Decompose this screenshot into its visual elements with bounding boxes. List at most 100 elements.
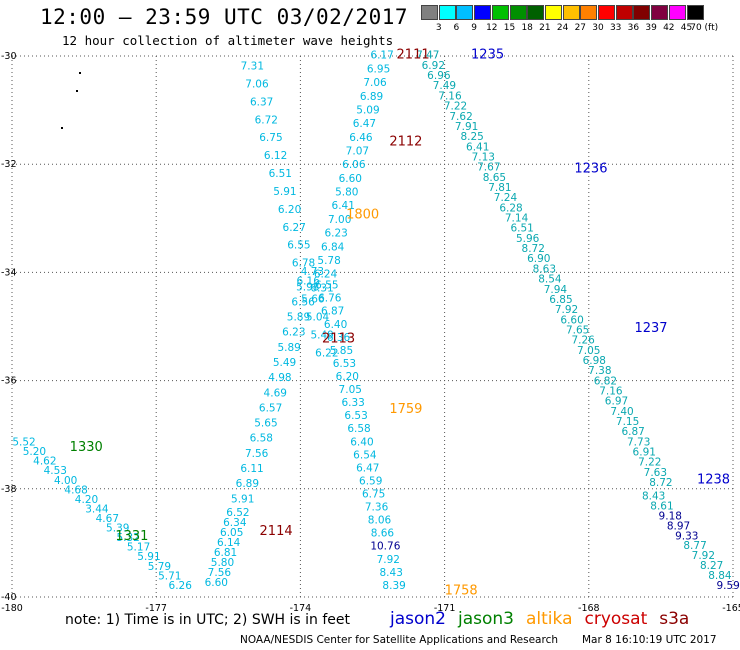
swh-value-label: 5.89 [287, 312, 310, 324]
swh-value-label: 6.46 [349, 132, 373, 144]
swh-value-label: 5.91 [137, 551, 160, 563]
page-subtitle: 12 hour collection of altimeter wave hei… [62, 33, 394, 48]
colorbar-label: 42 [663, 23, 675, 33]
swh-value-label: 6.81 [214, 547, 237, 559]
swh-value-label: 6.20 [278, 204, 301, 216]
swh-value-label: 8.63 [533, 263, 556, 275]
swh-value-label: 7.56 [245, 448, 269, 460]
swh-value-label: 6.89 [236, 478, 259, 490]
swh-value-label: 6.20 [336, 371, 359, 383]
swh-value-label: 4.62 [33, 456, 56, 468]
swh-value-label: 7.92 [555, 304, 578, 316]
colorbar-swatch [438, 5, 456, 20]
colorbar-label: 9 [471, 23, 477, 33]
swh-value-label: 8.97 [667, 520, 690, 532]
pass-time-label: 2114 [260, 524, 293, 539]
swh-value-label: 6.41 [332, 200, 355, 212]
page-title: 12:00 – 23:59 UTC 03/02/2017 [40, 5, 409, 29]
swh-value-label: 7.49 [433, 80, 456, 92]
swh-value-label: 9.33 [675, 530, 698, 542]
swh-value-label: 6.06 [342, 159, 366, 171]
swh-value-label: 6.47 [356, 462, 379, 474]
swh-value-label: 6.53 [344, 410, 367, 422]
swh-value-label: 8.06 [368, 515, 392, 527]
swh-value-label: 6.53 [333, 358, 356, 370]
swh-value-label: 5.91 [231, 493, 254, 505]
swh-value-label: 7.36 [365, 502, 389, 514]
swh-value-label: 6.87 [321, 306, 344, 318]
pass-time-label: 2112 [389, 134, 422, 149]
colorbar-label: 3 [435, 23, 442, 33]
swh-value-label: 4.68 [64, 484, 87, 496]
legend-entry-jason2: jason2 [390, 609, 446, 629]
lat-tick-label: -34 [1, 267, 17, 278]
swh-value-label: 5.65 [254, 418, 277, 430]
swh-value-label: 6.14 [217, 537, 241, 549]
colorbar-swatch [615, 5, 633, 20]
swh-value-label: 5.09 [356, 104, 379, 116]
colorbar-label: 70 (ft) [690, 23, 719, 33]
swh-value-label: 6.23 [324, 228, 347, 240]
colorbar-label: 27 [574, 23, 587, 33]
swh-value-label: 6.85 [549, 294, 572, 306]
swh-value-label: 7.00 [328, 214, 351, 226]
colorbar-label: 33 [609, 23, 622, 33]
swh-value-label: 6.60 [339, 173, 362, 185]
swh-value-label: 7.13 [472, 151, 495, 163]
swh-value-label: 7.16 [599, 386, 623, 398]
swh-value-label: 6.60 [560, 314, 583, 326]
swh-value-label: 6.72 [255, 114, 278, 126]
legend-entry-cryosat: cryosat [584, 609, 648, 629]
swh-value-label: 4.00 [54, 475, 77, 487]
colorbar-label: 12 [486, 23, 498, 33]
colorbar-swatch [456, 5, 474, 20]
island-dot [76, 90, 78, 92]
swh-value-label: 8.72 [522, 243, 545, 255]
colorbar-swatch [544, 5, 562, 20]
credit-text: NOAA/NESDIS Center for Satellite Applica… [240, 634, 558, 646]
swh-value-label: 5.17 [127, 542, 150, 554]
pass-time-label: 1331 [115, 529, 148, 544]
swh-value-label: 6.58 [347, 423, 370, 435]
generated-timestamp: Mar 8 16:10:19 UTC 2017 [582, 634, 717, 646]
colorbar-label: 39 [645, 23, 657, 33]
lon-tick-label: -180 [1, 603, 23, 614]
pass-time-label: 1235 [471, 48, 504, 63]
lon-tick-label: -165 [722, 603, 740, 614]
swh-value-label: 6.59 [359, 475, 382, 487]
swh-value-label: 6.05 [220, 527, 243, 539]
colorbar-swatch [633, 5, 651, 20]
swh-value-label: 6.16 [297, 276, 321, 288]
swh-value-label: 6.92 [422, 60, 445, 72]
swh-value-label: 8.27 [700, 560, 723, 572]
swh-value-label: 7.26 [571, 335, 595, 347]
swh-value-label: 6.31 [310, 282, 333, 294]
swh-value-label: 5.98 [296, 281, 319, 293]
swh-value-label: 5.96 [516, 233, 540, 245]
swh-value-label: 5.20 [23, 446, 46, 458]
swh-value-label: 6.82 [594, 375, 617, 387]
swh-value-label: 4.69 [264, 387, 287, 399]
swh-value-label: 7.06 [363, 77, 387, 89]
swh-value-label: 8.61 [650, 501, 673, 513]
swh-value-label: 9.59 [716, 580, 739, 592]
swh-value-label: 7.56 [208, 567, 232, 579]
swh-value-label: 8.43 [380, 567, 403, 579]
swh-value-label: 8.65 [483, 172, 506, 184]
swh-value-label: 6.28 [499, 202, 522, 214]
swh-value-label: 7.73 [627, 436, 650, 448]
swh-value-label: 7.94 [544, 284, 568, 296]
colorbar-swatch [474, 5, 492, 20]
swh-value-label: 4.98 [268, 372, 291, 384]
colorbar-swatch [491, 5, 509, 20]
swh-value-label: 8.25 [460, 131, 483, 143]
swh-value-label: 6.47 [353, 118, 376, 130]
footer-note: note: 1) Time is in UTC; 2) SWH is in fe… [65, 612, 351, 628]
lon-tick-label: -168 [578, 603, 600, 614]
colorbar-label: 30 [592, 23, 604, 33]
colorbar-label: 45 [680, 23, 693, 33]
swh-value-label: 6.51 [269, 168, 292, 180]
swh-value-label: 3.44 [85, 503, 109, 515]
swh-value-label: 5.39 [106, 523, 129, 535]
swh-value-label: 5.71 [158, 570, 181, 582]
